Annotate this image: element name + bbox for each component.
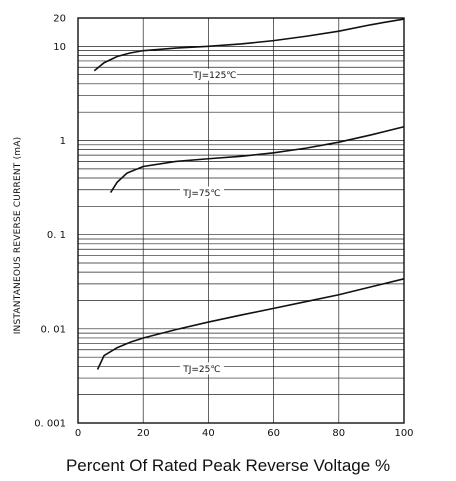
y-tick-label: 20 xyxy=(53,14,66,25)
y-tick-label: 0. 001 xyxy=(34,419,66,430)
series-label-background-3 xyxy=(179,362,224,375)
series-line-2 xyxy=(109,125,405,193)
series-label-background-2 xyxy=(179,186,224,199)
y-tick-label: 10 xyxy=(53,42,66,53)
x-tick-label-20: 20 xyxy=(137,428,150,439)
x-tick-label-100: 100 xyxy=(394,428,413,439)
y-tick-label: 0. 1 xyxy=(47,230,66,241)
curve-labels: TJ=125℃ TJ=75℃ TJ=25℃ xyxy=(179,68,237,375)
y-tick-label: 0. 01 xyxy=(41,324,66,335)
grid xyxy=(77,17,405,424)
x-tick-label-40: 40 xyxy=(202,428,215,439)
y-axis-label: INSTANTANEOUS REVERSE CURRENT (mA) xyxy=(13,137,23,335)
x-tick-label-0: 0 xyxy=(75,428,81,439)
series-line-3 xyxy=(96,278,405,370)
series-label-2: TJ=75℃ xyxy=(182,189,220,199)
series-line-1 xyxy=(93,18,405,72)
series-label-1: TJ=125℃ xyxy=(192,71,236,81)
series-label-3: TJ=25℃ xyxy=(182,365,220,375)
x-tick-label-60: 60 xyxy=(267,428,280,439)
y-tick-label: 1 xyxy=(60,136,66,147)
x-axis-label: Percent Of Rated Peak Reverse Voltage % xyxy=(66,456,390,475)
series-lines xyxy=(93,18,405,370)
series-label-background-1 xyxy=(192,68,237,81)
tick-labels: 0 20 40 60 80 100 20 10 1 0. 1 0. 01 0. 001 xyxy=(34,14,413,440)
x-tick-label-80: 80 xyxy=(332,428,345,439)
plot-frame xyxy=(77,17,405,424)
